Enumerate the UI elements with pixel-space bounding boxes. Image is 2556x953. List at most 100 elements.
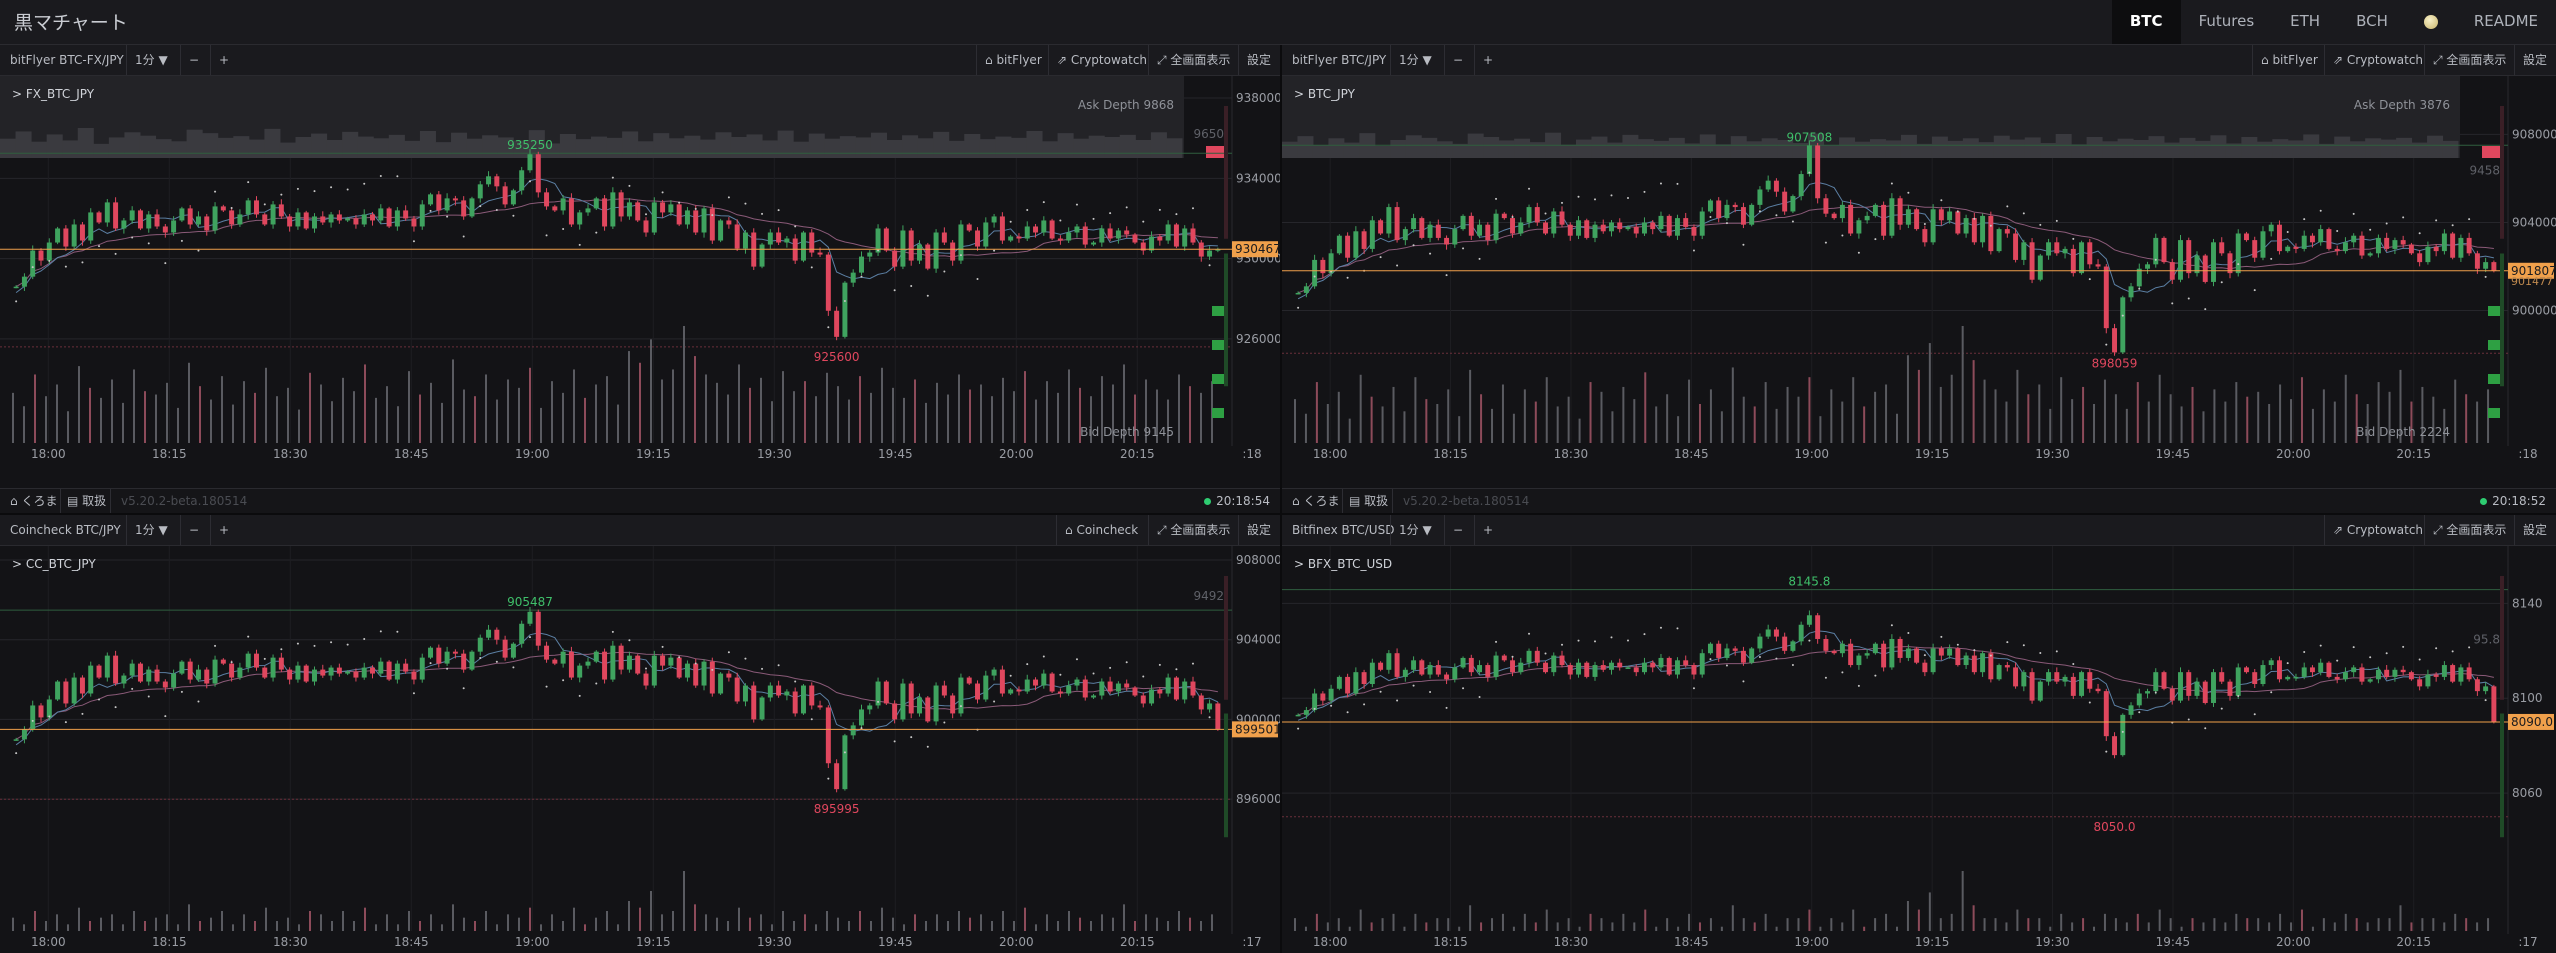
candle-body	[179, 661, 185, 674]
volume-bar	[661, 914, 663, 931]
zoom-out-button[interactable]: −	[180, 45, 209, 75]
cryptowatch-link[interactable]: ⇗ Cryptowatch	[2324, 515, 2423, 545]
candle-body	[444, 198, 450, 211]
sar-dot	[263, 657, 266, 660]
candle-body	[1066, 232, 1072, 241]
sar-dot	[2220, 281, 2223, 284]
fullscreen-button[interactable]: ⤢ 全画面表示	[1148, 515, 1230, 545]
volume-bar	[2049, 408, 2052, 443]
candle-body	[1394, 653, 1400, 677]
ask-depth-bar	[1057, 133, 1074, 158]
candle-body	[2334, 676, 2340, 680]
candle-body	[1815, 145, 1821, 199]
candle-body	[30, 250, 36, 277]
bitflyer-link[interactable]: ⌂ bitFlyer	[2252, 45, 2318, 75]
volume-bar	[1046, 381, 1048, 443]
candle-body	[1411, 660, 1417, 670]
volume-bar	[1326, 404, 1329, 443]
fullscreen-button[interactable]: ⤢ 全画面表示	[2424, 45, 2506, 75]
fullscreen-button[interactable]: ⤢ 全画面表示	[1148, 45, 1230, 75]
cryptowatch-link[interactable]: ⇗ Cryptowatch	[2324, 45, 2423, 75]
x-tick-label: 19:45	[878, 447, 913, 461]
cryptowatch-link[interactable]: ⇗ Cryptowatch	[1048, 45, 1147, 75]
expand-icon: ⤢	[2433, 523, 2447, 537]
volume-bar	[859, 911, 861, 931]
x-tick-label: 18:00	[1313, 447, 1348, 461]
settings-button[interactable]: 設定	[1238, 515, 1271, 545]
volume-bar	[1002, 377, 1004, 443]
zoom-in-button[interactable]: +	[1474, 515, 1503, 545]
tab-readme[interactable]: README	[2473, 12, 2538, 30]
volume-bar	[1304, 926, 1307, 931]
interval-select[interactable]: 1分 ▼	[1390, 45, 1432, 75]
candle-body	[950, 695, 956, 714]
vertical-divider	[1280, 45, 1282, 953]
volume-bar	[1469, 369, 1472, 443]
zoom-in-button[interactable]: +	[1474, 45, 1503, 75]
candle-body	[1716, 643, 1722, 658]
candle-body	[2244, 233, 2249, 241]
zoom-out-button[interactable]: −	[1444, 515, 1473, 545]
sar-dot	[1142, 675, 1145, 678]
candle-body	[1864, 215, 1870, 221]
tab-btc[interactable]: BTC	[2111, 0, 2181, 44]
tab-bch[interactable]: BCH	[2356, 12, 2388, 30]
ask-depth-bar	[1823, 145, 1840, 158]
zoom-in-button[interactable]: +	[210, 45, 239, 75]
fullscreen-button[interactable]: ⤢ 全画面表示	[2424, 515, 2506, 545]
volume-bar	[2224, 401, 2227, 443]
settings-button[interactable]: 設定	[2514, 515, 2547, 545]
sar-dot	[810, 718, 813, 721]
volume-bar	[848, 921, 850, 931]
candle-body	[966, 677, 972, 684]
sar-dot	[661, 191, 664, 194]
tab-futures[interactable]: Futures	[2198, 12, 2255, 30]
candle-body	[2037, 681, 2043, 701]
ask-depth-bar	[373, 138, 390, 158]
volume-bar	[826, 372, 828, 443]
volume-bar	[408, 371, 410, 443]
candle-body	[1419, 218, 1425, 238]
volume-bar	[1458, 926, 1461, 931]
theme-toggle-button[interactable]	[2406, 0, 2456, 44]
depth-strip-bid	[1224, 713, 1228, 838]
zoom-in-button[interactable]: +	[210, 515, 239, 545]
sar-dot	[1594, 640, 1596, 643]
x-tick-label: 19:15	[636, 447, 671, 461]
sar-dot	[446, 667, 449, 670]
external-link-icon: ⇗	[1057, 53, 1071, 67]
x-tick-label: 19:30	[757, 447, 792, 461]
candle-body	[336, 667, 342, 674]
torihiki-link[interactable]: ▤ 取扱	[1342, 489, 1388, 513]
top-bar: 黒マチャート BTC Futures ETH BCH README	[0, 0, 2556, 45]
candle-body	[2285, 676, 2291, 680]
tab-eth[interactable]: ETH	[2290, 12, 2321, 30]
kuroma-link[interactable]: ⌂ くろま	[10, 494, 58, 508]
kuroma-link[interactable]: ⌂ くろま	[1292, 494, 1340, 508]
volume-bar	[2454, 379, 2457, 443]
ask-depth-bar	[2287, 140, 2304, 158]
zoom-out-button[interactable]: −	[180, 515, 209, 545]
volume-bar	[1906, 901, 1909, 931]
candle-body	[121, 675, 127, 684]
interval-select[interactable]: 1分 ▼	[1390, 515, 1432, 545]
volume-bar	[2333, 922, 2336, 931]
sar-dot	[1626, 639, 1629, 642]
settings-button[interactable]: 設定	[1238, 45, 1271, 75]
candle-body	[999, 216, 1005, 241]
interval-select[interactable]: 1分 ▼	[126, 515, 168, 545]
torihiki-link[interactable]: ▤ 取扱	[60, 489, 106, 513]
volume-bar	[56, 384, 58, 443]
bitflyer-link[interactable]: ⌂ bitFlyer	[976, 45, 1042, 75]
coincheck-link[interactable]: ⌂ Coincheck	[1056, 515, 1138, 545]
zoom-out-button[interactable]: −	[1444, 45, 1473, 75]
candle-body	[1207, 703, 1213, 710]
settings-button[interactable]: 設定	[2514, 45, 2547, 75]
ask-depth-bar	[2427, 135, 2444, 158]
interval-select[interactable]: 1分 ▼	[126, 45, 168, 75]
candle-body	[71, 677, 77, 704]
